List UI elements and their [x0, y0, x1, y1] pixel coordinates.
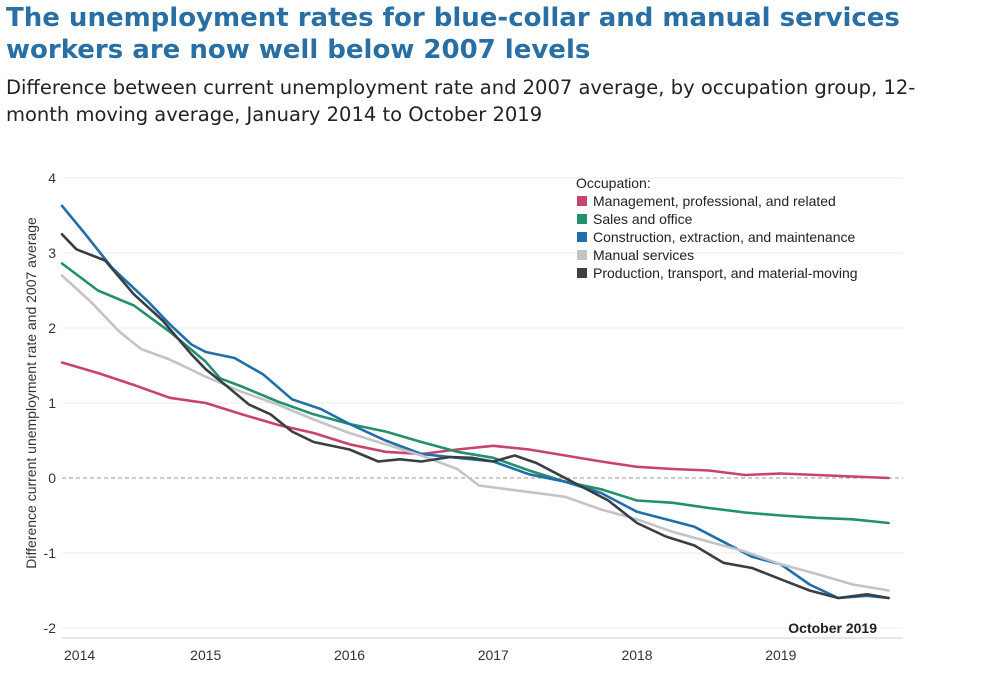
- y-tick-label: 1: [48, 395, 56, 411]
- series-line-0: [60, 361, 890, 480]
- x-tick-label: 2014: [64, 647, 95, 663]
- legend-swatch-0: [577, 196, 587, 206]
- y-axis-ticks: 4 3 2 1 0 -1 -2: [44, 170, 57, 636]
- x-tick-label: 2018: [621, 647, 652, 663]
- legend-entry-0: Management, professional, and related: [593, 193, 836, 209]
- legend: Occupation: Management, professional, an…: [576, 175, 858, 281]
- x-axis-ticks: 2014 2015 2016 2017 2018 2019: [64, 647, 797, 663]
- october-2019-annotation: October 2019: [788, 620, 877, 636]
- y-tick-label: 4: [48, 170, 56, 186]
- legend-swatch-3: [577, 250, 587, 260]
- series-line-4: [60, 233, 890, 600]
- y-tick-label: -2: [44, 620, 57, 636]
- chart-title: The unemployment rates for blue-collar a…: [6, 3, 900, 65]
- legend-swatch-4: [577, 268, 587, 278]
- legend-swatch-2: [577, 232, 587, 242]
- x-tick-label: 2015: [190, 647, 221, 663]
- series-lines: [60, 204, 890, 600]
- y-tick-label: 3: [48, 245, 56, 261]
- gridlines: [62, 177, 903, 629]
- legend-title: Occupation:: [576, 175, 651, 191]
- legend-entry-3: Manual services: [593, 247, 694, 263]
- series-line-3: [60, 274, 890, 592]
- x-tick-label: 2016: [334, 647, 365, 663]
- x-tick-label: 2017: [478, 647, 509, 663]
- legend-entry-1: Sales and office: [593, 211, 693, 227]
- series-line-1: [60, 262, 890, 525]
- y-tick-label: 2: [48, 320, 56, 336]
- y-axis-label: Difference current unemployment rate and…: [23, 217, 39, 569]
- x-tick-label: 2019: [765, 647, 796, 663]
- chart-subtitle: Difference between current unemployment …: [6, 76, 916, 126]
- y-tick-label: 0: [48, 470, 56, 486]
- legend-swatch-1: [577, 214, 587, 224]
- legend-entry-2: Construction, extraction, and maintenanc…: [593, 229, 855, 245]
- legend-entry-4: Production, transport, and material-movi…: [593, 265, 858, 281]
- y-tick-label: -1: [44, 545, 57, 561]
